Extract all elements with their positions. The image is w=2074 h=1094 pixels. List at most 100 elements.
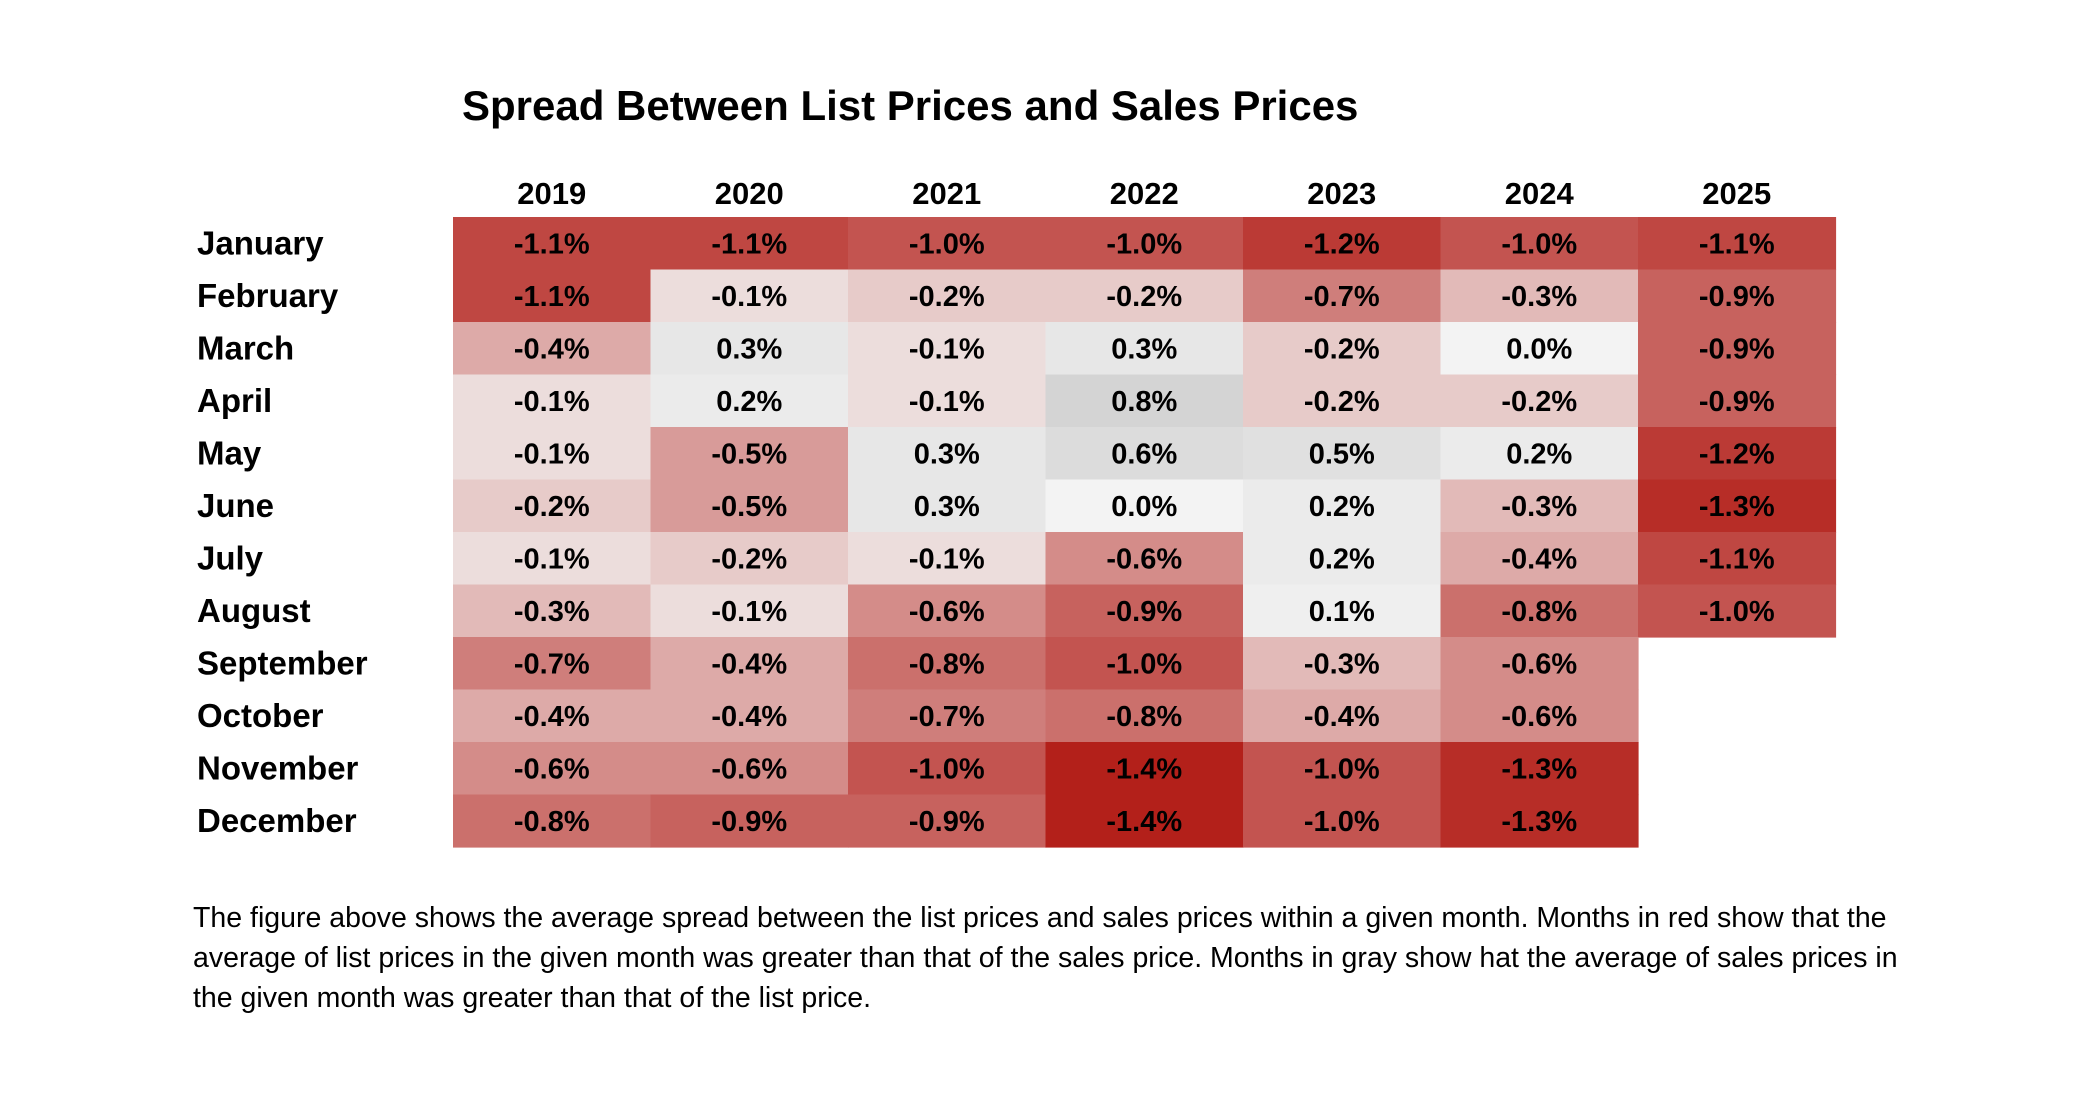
cell-value-label: -1.2% xyxy=(1699,438,1775,470)
heatmap-cell-april-2023 xyxy=(1243,374,1442,428)
heatmap-cell-april-2024 xyxy=(1440,374,1639,428)
cell-value-label: -0.2% xyxy=(1304,333,1380,365)
cell-value-label: -1.3% xyxy=(1501,753,1577,785)
column-header-2022: 2022 xyxy=(1110,176,1179,211)
cell-value-label: -0.9% xyxy=(909,806,985,838)
cell-value-label: 0.6% xyxy=(1111,438,1177,470)
row-label-december: December xyxy=(197,802,357,839)
heatmap-cell-march-2019 xyxy=(453,322,652,376)
cell-value-label: -0.1% xyxy=(711,596,787,628)
heatmap-cell-march-2025 xyxy=(1638,322,1837,376)
cell-value-label: -1.1% xyxy=(514,281,590,313)
row-label-july: July xyxy=(197,539,264,576)
cell-value-label: -0.2% xyxy=(711,543,787,575)
row-label-april: April xyxy=(197,382,272,419)
heatmap-cell-july-2019 xyxy=(453,532,652,586)
heatmap-cell-january-2019 xyxy=(453,217,652,271)
heatmap-cell-february-2024 xyxy=(1440,269,1639,323)
heatmap-cell-april-2021 xyxy=(848,374,1047,428)
cell-value-label: -0.8% xyxy=(1501,596,1577,628)
cell-value-label: 0.0% xyxy=(1506,333,1572,365)
cell-value-label: -1.0% xyxy=(1304,753,1380,785)
cell-value-label: -0.7% xyxy=(514,648,590,680)
cell-value-label: -0.9% xyxy=(711,806,787,838)
heatmap-cell-august-2022 xyxy=(1045,584,1244,638)
cell-value-label: -0.8% xyxy=(909,648,985,680)
heatmap-cell-october-2019 xyxy=(453,689,652,743)
column-header-2019: 2019 xyxy=(517,176,586,211)
cell-value-label: -0.2% xyxy=(1501,386,1577,418)
cell-value-label: -0.1% xyxy=(514,438,590,470)
heatmap-cell-july-2023 xyxy=(1243,532,1442,586)
heatmap-cell-june-2021 xyxy=(848,479,1047,533)
cell-value-label: -1.0% xyxy=(909,228,985,260)
row-label-february: February xyxy=(197,277,339,314)
heatmap-cell-june-2023 xyxy=(1243,479,1442,533)
cell-value-label: -1.1% xyxy=(1699,228,1775,260)
cell-value-label: -1.0% xyxy=(1699,596,1775,628)
column-header-2023: 2023 xyxy=(1307,176,1376,211)
cell-value-label: 0.2% xyxy=(1309,543,1375,575)
cell-value-label: -1.4% xyxy=(1106,806,1182,838)
heatmap-cell-september-2020 xyxy=(650,637,849,691)
column-header-2024: 2024 xyxy=(1505,176,1575,211)
cell-value-label: -0.4% xyxy=(1501,543,1577,575)
heatmap-cell-april-2025 xyxy=(1638,374,1837,428)
heatmap-cell-november-2019 xyxy=(453,742,652,796)
heatmap-cell-august-2024 xyxy=(1440,584,1639,638)
heatmap-cell-august-2025 xyxy=(1638,584,1837,638)
cell-value-label: -0.4% xyxy=(514,333,590,365)
heatmap-cell-april-2020 xyxy=(650,374,849,428)
heatmap-cell-june-2019 xyxy=(453,479,652,533)
cell-value-label: 0.8% xyxy=(1111,386,1177,418)
cell-value-label: -0.2% xyxy=(1304,386,1380,418)
heatmap-cell-june-2025 xyxy=(1638,479,1837,533)
heatmap-cell-may-2025 xyxy=(1638,427,1837,481)
heatmap-cell-february-2021 xyxy=(848,269,1047,323)
cell-value-label: -1.1% xyxy=(1699,543,1775,575)
cell-value-label: 0.2% xyxy=(1506,438,1572,470)
heatmap-cell-march-2024 xyxy=(1440,322,1639,376)
cell-value-label: -0.3% xyxy=(1501,491,1577,523)
cell-value-label: -0.6% xyxy=(1501,648,1577,680)
heatmap-cell-july-2020 xyxy=(650,532,849,586)
cell-value-label: 0.2% xyxy=(716,386,782,418)
cell-value-label: -0.2% xyxy=(909,281,985,313)
heatmap-cell-april-2022 xyxy=(1045,374,1244,428)
row-label-march: March xyxy=(197,329,294,366)
cell-value-label: -0.6% xyxy=(1501,701,1577,733)
cell-value-label: 0.0% xyxy=(1111,491,1177,523)
heatmap-cell-august-2020 xyxy=(650,584,849,638)
cell-value-label: -0.3% xyxy=(1501,281,1577,313)
heatmap-cell-november-2024 xyxy=(1440,742,1639,796)
heatmap-cell-september-2022 xyxy=(1045,637,1244,691)
heatmap-cell-november-2022 xyxy=(1045,742,1244,796)
heatmap-cell-february-2022 xyxy=(1045,269,1244,323)
heatmap-cell-february-2019 xyxy=(453,269,652,323)
chart-title: Spread Between List Prices and Sales Pri… xyxy=(462,82,1358,129)
heatmap-cell-may-2022 xyxy=(1045,427,1244,481)
heatmap-cell-december-2022 xyxy=(1045,794,1244,848)
row-label-august: August xyxy=(197,592,311,629)
cell-value-label: -1.0% xyxy=(1106,228,1182,260)
heatmap-cell-september-2019 xyxy=(453,637,652,691)
heatmap-cell-may-2021 xyxy=(848,427,1047,481)
heatmap-cell-december-2020 xyxy=(650,794,849,848)
cell-value-label: -0.8% xyxy=(514,806,590,838)
heatmap-cell-january-2025 xyxy=(1638,217,1837,271)
column-headers: 2019 2020 2021 2022 2023 2024 2025 xyxy=(517,176,1771,211)
heatmap-cell-july-2024 xyxy=(1440,532,1639,586)
heatmap-cell-december-2021 xyxy=(848,794,1047,848)
cell-value-label: -0.4% xyxy=(711,701,787,733)
heatmap-cells: -1.1% -1.1% -1.0% -1.0% -1.2% -1.0% -1.1% -1.1%… xyxy=(453,217,1837,848)
heatmap-cell-september-2024 xyxy=(1440,637,1639,691)
heatmap-cell-november-2020 xyxy=(650,742,849,796)
heatmap-cell-september-2021 xyxy=(848,637,1047,691)
figure-caption: The figure above shows the average sprea… xyxy=(193,902,1898,1014)
row-label-november: November xyxy=(197,749,359,786)
cell-value-label: 0.3% xyxy=(914,438,980,470)
cell-value-label: -1.0% xyxy=(909,753,985,785)
heatmap-cell-august-2019 xyxy=(453,584,652,638)
heatmap-cell-may-2020 xyxy=(650,427,849,481)
cell-value-label: -0.7% xyxy=(909,701,985,733)
